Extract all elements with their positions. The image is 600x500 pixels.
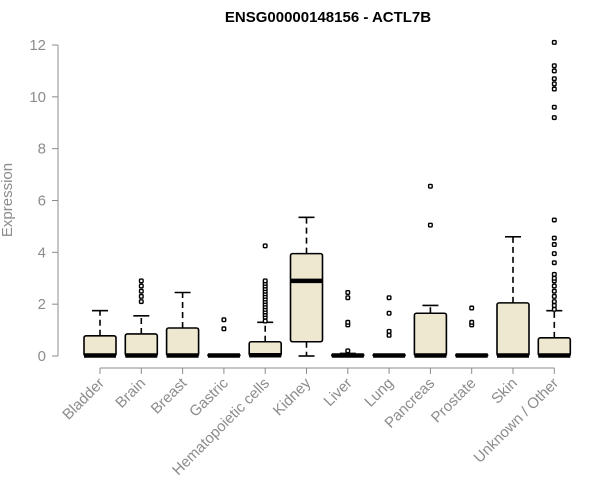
outlier-point — [345, 295, 351, 301]
outlier-point — [262, 318, 268, 324]
outlier-point — [345, 348, 351, 354]
outlier-point — [221, 326, 227, 332]
outlier-point — [138, 293, 144, 299]
outlier-point — [551, 288, 557, 294]
outlier-point — [427, 183, 433, 189]
chart-title: ENSG00000148156 - ACTL7B — [225, 9, 431, 26]
outlier-point — [345, 319, 351, 325]
x-tick-label: Lung — [361, 375, 397, 411]
outlier-point — [138, 299, 144, 305]
outlier-point — [551, 68, 557, 74]
outlier-point — [221, 317, 227, 323]
outlier-point — [551, 63, 557, 69]
outlier-point — [469, 319, 475, 325]
outlier-point — [427, 222, 433, 228]
outlier-point — [551, 235, 557, 241]
box-iqr — [83, 334, 117, 357]
outlier-point — [551, 293, 557, 299]
outlier-point — [551, 104, 557, 110]
outlier-point — [551, 306, 557, 312]
box-group — [372, 295, 406, 358]
box-group — [83, 309, 117, 358]
box-group — [454, 305, 489, 358]
outlier-point — [551, 242, 557, 248]
x-tick-label: Skin — [488, 375, 521, 408]
x-tick-label: Bladder — [59, 375, 108, 424]
x-tick-label: Breast — [148, 374, 191, 417]
y-tick-label: 2 — [38, 296, 46, 313]
outlier-point — [262, 243, 268, 249]
box-iqr — [124, 333, 159, 357]
y-tick-label: 12 — [29, 37, 46, 54]
outlier-point — [551, 115, 557, 121]
y-tick-label: 0 — [38, 348, 46, 365]
outlier-point — [386, 328, 392, 334]
box-group — [248, 243, 282, 358]
outlier-point — [551, 251, 557, 257]
y-axis: 0 2 4 6 8 10 12 — [29, 37, 59, 365]
x-tick-label: Prostate — [428, 375, 480, 427]
outlier-point — [386, 332, 392, 338]
box-iqr — [165, 327, 200, 357]
y-axis-label: Expression — [0, 163, 16, 237]
box-group — [413, 183, 448, 358]
box-group — [289, 216, 324, 357]
box-series — [83, 39, 572, 358]
box-group — [207, 317, 241, 358]
y-tick-label: 10 — [29, 89, 46, 106]
y-tick-label: 4 — [38, 244, 46, 261]
outlier-point — [551, 299, 557, 305]
y-tick-label: 6 — [38, 193, 46, 210]
box-iqr — [289, 252, 324, 343]
outlier-point — [386, 295, 392, 301]
outlier-point — [551, 39, 557, 45]
x-tick-label: Brain — [112, 375, 149, 412]
box-iqr — [496, 302, 530, 357]
box-group — [165, 291, 200, 358]
outlier-point — [551, 275, 557, 281]
outlier-point — [138, 278, 144, 284]
outlier-point — [551, 271, 557, 277]
outlier-point — [551, 81, 557, 87]
outlier-point — [345, 290, 351, 296]
x-tick-label: Liver — [321, 375, 356, 410]
outlier-point — [551, 86, 557, 92]
outlier-point — [138, 288, 144, 294]
box-group — [496, 235, 530, 358]
box-iqr — [413, 312, 448, 357]
outlier-point — [386, 310, 392, 316]
outlier-point — [551, 76, 557, 82]
y-tick-label: 8 — [38, 141, 46, 158]
box-group — [330, 290, 365, 358]
x-tick-label: Kidney — [270, 374, 315, 419]
outlier-point — [262, 278, 268, 284]
outlier-point — [138, 283, 144, 289]
outlier-point — [551, 217, 557, 223]
outlier-point — [551, 302, 557, 308]
outlier-point — [551, 283, 557, 289]
outlier-point — [551, 260, 557, 266]
box-group — [537, 39, 572, 358]
box-group — [124, 278, 159, 358]
outlier-point — [469, 305, 475, 311]
